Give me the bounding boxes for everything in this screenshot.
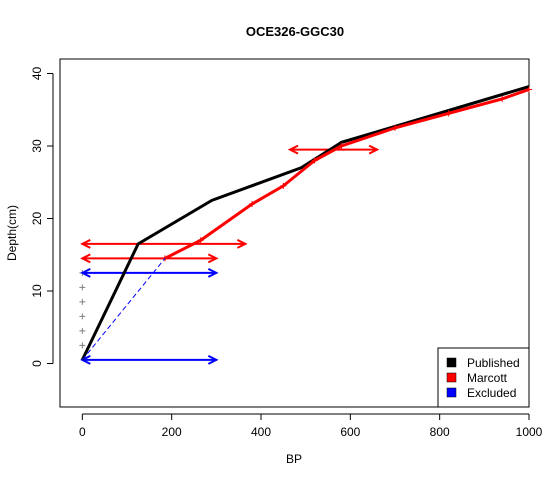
gray-plus-marker [79,313,86,320]
plot-frame [59,58,530,408]
y-tick-label: 40 [30,67,44,81]
legend-swatch [446,357,457,368]
series-line-marcott [164,88,530,260]
arrow-head-right [207,253,219,264]
plot-area [79,85,532,365]
series-point-marcott [392,124,398,131]
series-line-excluded [81,258,166,361]
gray-plus-marker [79,298,86,305]
x-tick-label: 1000 [516,425,543,439]
series-point-marcott [280,182,287,189]
chart-title: OCE326-GGC30 [246,24,344,39]
arrow-head-right [207,267,219,278]
legend-label: Excluded [467,386,516,400]
arrow-head-left [80,267,91,278]
arrow-head-left [80,238,91,249]
series-point-marcott [499,95,506,102]
y-tick-label: 30 [30,139,44,153]
x-axis-label: BP [286,452,302,466]
gray-plus-marker [79,342,86,349]
series-point-marcott [526,86,532,93]
x-tick-label: 400 [251,425,271,439]
series-line-published [80,85,530,361]
y-tick-label: 0 [30,360,44,367]
x-tick-label: 0 [79,425,86,439]
series-point-marcott [197,237,204,244]
x-tick-label: 800 [430,425,450,439]
series-point-marcott [311,157,318,164]
arrow-head-right [236,238,248,249]
x-axis: 0 200 400 600 800 1000 [79,413,543,439]
legend-swatch [446,387,457,398]
arrow-head-right [207,354,219,365]
arrow-head-left [287,144,299,155]
arrow-head-right [368,144,380,155]
legend-swatch [446,372,457,383]
y-tick-label: 20 [30,212,44,226]
series-point-marcott [249,201,256,207]
gray-plus-marker [79,327,86,334]
series-point-marcott [161,255,168,262]
y-axis-label: Depth(cm) [5,205,19,261]
legend-label: Published [467,356,520,370]
x-tick-label: 600 [340,425,360,439]
x-tick-label: 200 [162,425,182,439]
series-point-marcott [338,143,345,149]
y-axis: 0 10 20 30 40 [30,67,54,367]
gray-plus-marker [79,284,86,291]
series-point-marcott [445,110,452,117]
y-tick-label: 10 [30,284,44,298]
legend-label: Marcott [467,371,508,385]
arrow-head-left [80,253,91,264]
